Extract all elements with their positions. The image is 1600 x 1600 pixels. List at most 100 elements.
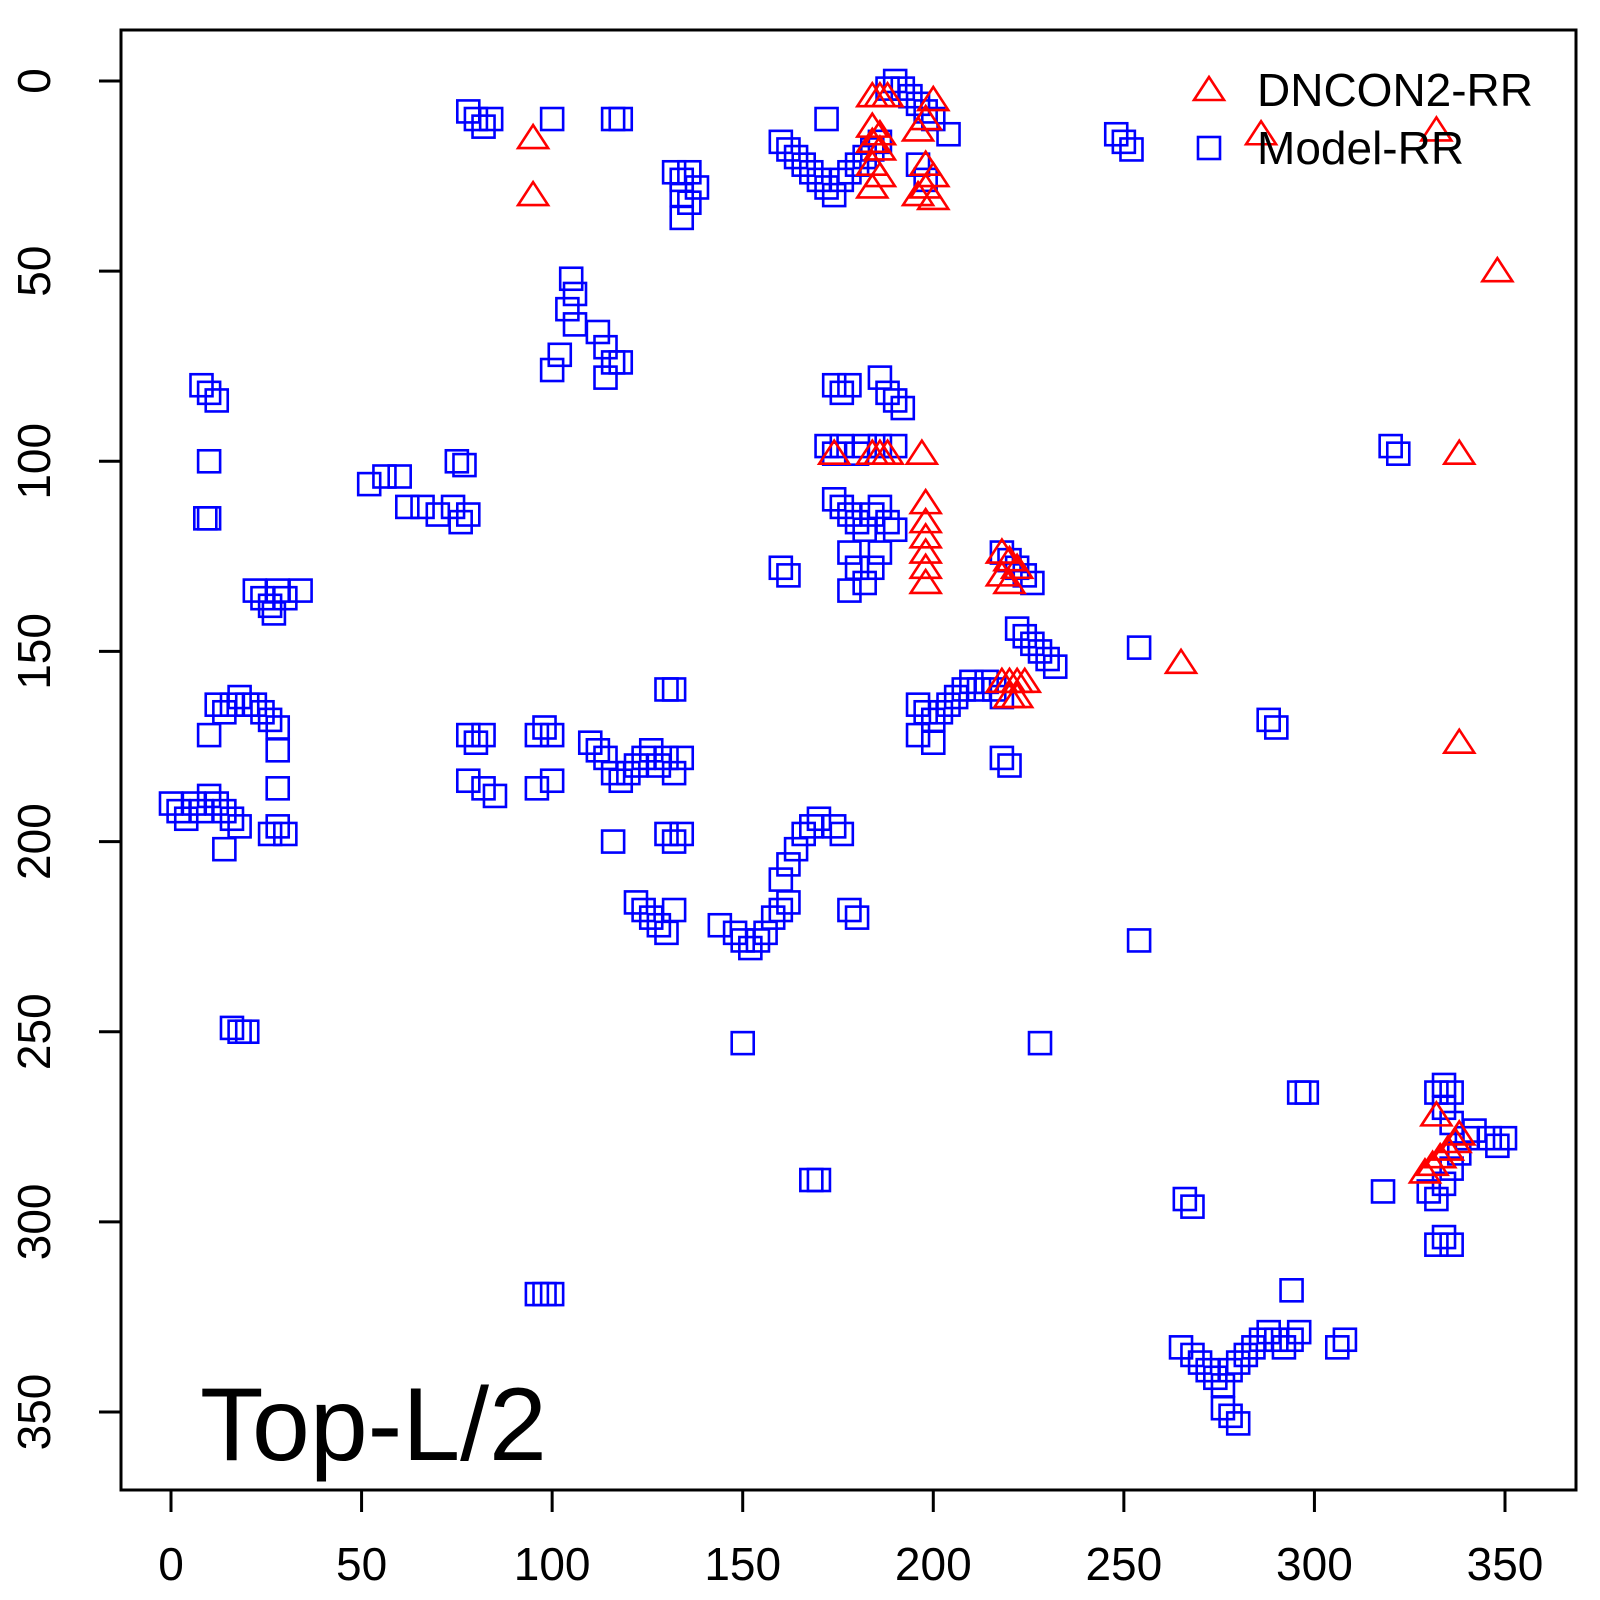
square-point	[852, 570, 877, 596]
square-point	[539, 1281, 565, 1307]
square-point	[768, 555, 794, 581]
square-point	[829, 380, 855, 406]
square-point	[555, 296, 580, 322]
square-point	[806, 1167, 832, 1193]
triangle-point	[908, 552, 944, 580]
square-point	[631, 745, 656, 771]
square-point	[455, 768, 481, 794]
triangle-point	[870, 438, 905, 465]
x-tick-label: 100	[514, 1538, 591, 1590]
triangle-point	[862, 118, 898, 146]
triangle-point	[908, 521, 944, 549]
square-point	[1439, 1156, 1464, 1181]
square-point	[265, 814, 291, 839]
square-point	[455, 99, 481, 124]
square-point	[738, 935, 763, 961]
triangle-point	[1479, 255, 1515, 283]
square-point	[768, 897, 794, 923]
square-point	[1111, 129, 1137, 155]
square-point	[1248, 1327, 1274, 1353]
square-point	[852, 517, 877, 543]
square-point	[227, 684, 252, 710]
square-point	[806, 167, 832, 193]
square-point	[189, 798, 214, 824]
square-point	[677, 190, 702, 215]
triangle-point	[1418, 115, 1454, 142]
square-point	[455, 502, 481, 527]
y-tick-label: 150	[8, 613, 60, 690]
square-point	[1416, 1179, 1442, 1204]
square-point	[913, 167, 938, 193]
square-point	[448, 509, 473, 535]
plot-frame	[119, 28, 1578, 1492]
triangle-point	[1441, 438, 1477, 465]
square-point	[410, 494, 435, 520]
square-point	[837, 897, 862, 923]
square-point	[1027, 639, 1053, 664]
triangle-point	[999, 681, 1035, 709]
square-point	[608, 106, 634, 132]
square-point	[745, 928, 771, 953]
square-point	[1279, 1278, 1304, 1303]
triangle-point	[999, 552, 1035, 580]
triangle-point	[1163, 647, 1199, 675]
square-point	[471, 722, 496, 748]
square-point	[234, 692, 260, 717]
triangle-point	[1422, 1141, 1458, 1169]
square-point	[1431, 1072, 1457, 1098]
square-point	[799, 159, 824, 185]
square-point	[387, 464, 412, 489]
square-point	[600, 350, 626, 375]
triangle-point	[900, 179, 936, 207]
square-point	[539, 357, 565, 383]
square-point	[791, 152, 816, 177]
square-point	[482, 783, 508, 809]
square-point	[707, 912, 733, 938]
square-point	[661, 829, 687, 854]
square-point	[821, 814, 847, 839]
square-point	[532, 1281, 557, 1307]
x-tick-label: 200	[895, 1538, 972, 1590]
square-point	[1225, 1411, 1251, 1436]
x-tick-label: 300	[1276, 1538, 1353, 1590]
square-point	[562, 312, 588, 337]
square-point	[837, 159, 862, 185]
square-point	[623, 890, 649, 915]
square-point	[1225, 1350, 1251, 1375]
square-point	[1004, 616, 1030, 641]
square-point	[524, 722, 550, 748]
square-point	[440, 494, 466, 520]
triangle-point	[1441, 1119, 1477, 1146]
square-point	[265, 776, 291, 801]
square-point	[265, 738, 291, 763]
triangle-point	[915, 183, 951, 211]
triangle-point	[1430, 1134, 1466, 1161]
square-point	[684, 175, 710, 200]
square-point	[227, 814, 252, 839]
square-point	[356, 471, 382, 497]
square-point	[257, 821, 283, 847]
square-point	[860, 555, 885, 581]
square-point	[905, 91, 931, 117]
square-point	[829, 167, 855, 193]
square-point	[455, 722, 481, 748]
square-point	[661, 677, 687, 702]
series-layer	[158, 68, 1518, 1436]
square-point	[562, 281, 588, 307]
triangle-point	[515, 122, 551, 150]
square-point	[1477, 1125, 1503, 1151]
square-point	[776, 852, 801, 877]
square-point	[1119, 137, 1144, 162]
square-point	[890, 395, 916, 421]
square-point	[753, 920, 778, 946]
square-point	[250, 699, 275, 725]
square-point	[1439, 1232, 1464, 1257]
square-point	[265, 715, 291, 740]
square-point	[860, 502, 885, 527]
square-point	[524, 1281, 550, 1307]
square-point	[799, 814, 824, 839]
square-point	[959, 669, 984, 695]
series-model-rr	[158, 68, 1518, 1436]
square-point	[1370, 1179, 1396, 1204]
